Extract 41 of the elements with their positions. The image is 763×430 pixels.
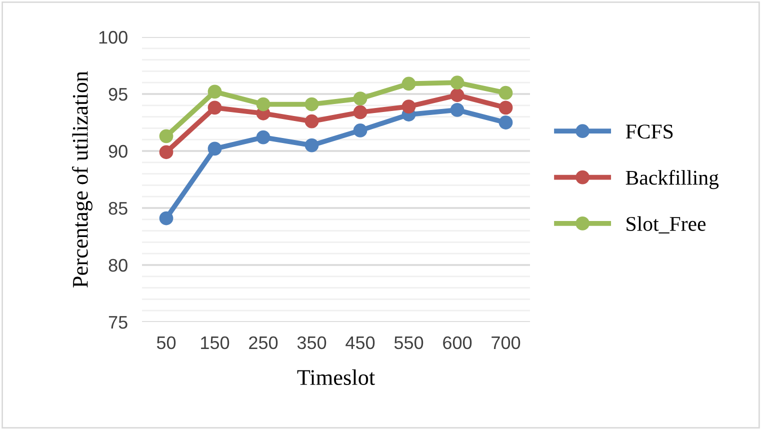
point (256, 97, 270, 112)
point (159, 129, 174, 144)
point (159, 211, 174, 226)
y-axis-title: Percentage of utilization (72, 71, 92, 288)
point (208, 100, 222, 115)
legend-label: FCFS (626, 124, 673, 139)
point (402, 76, 416, 91)
x-tick-label: 450 (346, 336, 375, 350)
point (353, 105, 368, 120)
point (159, 145, 174, 160)
x-tick-label: 50 (156, 336, 176, 350)
x-tick-label: 350 (297, 336, 326, 350)
point (450, 88, 464, 102)
y-tick-label: 85 (108, 202, 128, 215)
point (304, 138, 319, 152)
x-tick-label: 600 (443, 336, 472, 350)
point (498, 86, 513, 100)
x-tick-label: 250 (249, 336, 278, 350)
point (208, 142, 222, 156)
x-axis-title: Timeslot (297, 369, 375, 386)
y-tick-label: 100 (99, 30, 128, 44)
point (304, 114, 319, 128)
y-tick-label: 75 (108, 316, 128, 329)
x-tick-label: 150 (201, 336, 230, 350)
point (353, 92, 368, 106)
point (304, 97, 319, 112)
point (450, 103, 464, 117)
y-tick-label: 95 (108, 88, 128, 101)
y-tick-label: 90 (108, 144, 128, 158)
point (498, 100, 513, 115)
legend-label: Slot_Free (626, 216, 706, 234)
x-tick-label: 550 (394, 336, 424, 350)
point (256, 130, 270, 144)
legend-label: Backfilling (626, 170, 719, 190)
x-tick-label: 700 (492, 336, 520, 350)
point (450, 76, 464, 90)
point (208, 84, 222, 99)
y-tick-label: 80 (108, 258, 128, 272)
point (353, 124, 368, 138)
point (498, 116, 513, 130)
point (402, 100, 416, 114)
